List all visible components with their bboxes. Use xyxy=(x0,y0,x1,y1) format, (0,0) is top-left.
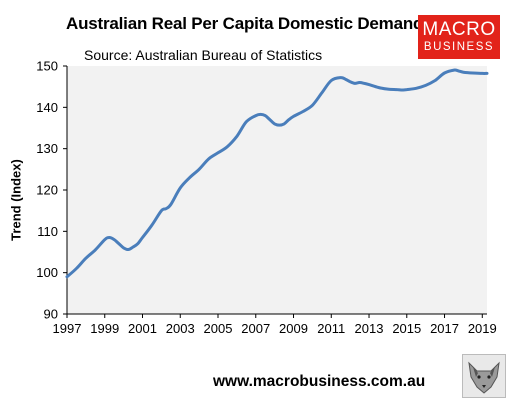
series-line-0 xyxy=(65,68,489,279)
series-layer xyxy=(65,68,489,279)
x-tick-label: 2003 xyxy=(166,321,195,336)
y-tick-label: 120 xyxy=(36,183,58,198)
x-tick-label: 2005 xyxy=(204,321,233,336)
y-tick-label: 130 xyxy=(36,141,58,156)
chart-title: Australian Real Per Capita Domestic Dema… xyxy=(66,14,424,33)
x-tick-label: 2019 xyxy=(468,321,497,336)
website-footer[interactable]: www.macrobusiness.com.au xyxy=(213,373,426,390)
x-tick-label: 2007 xyxy=(241,321,270,336)
x-tick-label: 1999 xyxy=(90,321,119,336)
y-tick-label: 100 xyxy=(36,265,58,280)
x-tick-label: 2001 xyxy=(128,321,157,336)
y-tick-label: 90 xyxy=(44,307,58,322)
logo-line-1: MACRO xyxy=(422,19,496,40)
axes: 90 100 110 120 130 140 150 1997 1999 2001 2003 2005… xyxy=(36,59,496,337)
logo-line-2: BUSINESS xyxy=(423,41,495,53)
x-tick-label: 1997 xyxy=(53,321,82,336)
y-tick-label: 140 xyxy=(36,100,58,115)
y-tick-label: 150 xyxy=(36,59,58,74)
x-tick-label: 2015 xyxy=(392,321,421,336)
x-tick-label: 2011 xyxy=(317,321,345,336)
macrobusiness-logo[interactable]: MACRO BUSINESS xyxy=(418,15,500,59)
y-tick-label: 110 xyxy=(37,224,58,239)
x-tick-label: 2009 xyxy=(279,321,308,336)
x-tick-label: 2013 xyxy=(355,321,384,336)
wolf-head-icon xyxy=(462,354,506,398)
chart-subtitle: Source: Australian Bureau of Statistics xyxy=(84,47,323,63)
plot-area xyxy=(67,66,487,314)
x-tick-label: 2017 xyxy=(430,321,459,336)
